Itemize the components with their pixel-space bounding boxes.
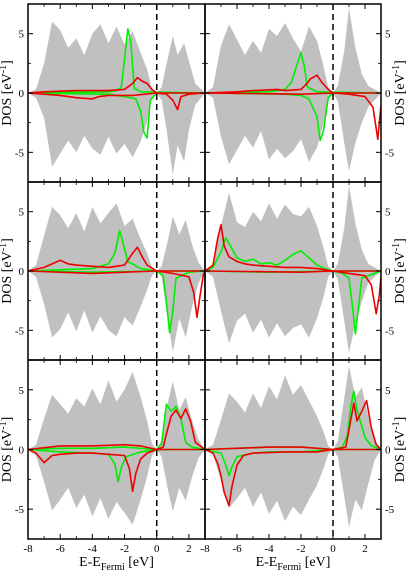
panel-r2-c2: -5 0 5 [204,181,395,361]
panel-r2-c1: -5 0 5 [15,181,206,361]
y-tick-label: -5 [15,147,25,159]
red-dos-up-line [28,246,205,272]
x-tick-label: -2 [120,543,129,555]
total-dos-up-area [205,366,381,450]
y-tick-label: 5 [385,29,391,41]
total-dos-down-area [205,93,381,172]
x-tick-label: -2 [296,543,305,555]
green-dos-up-line [28,229,205,272]
x-axis-label-left: E-EFermi [eV] [79,555,154,573]
y-tick-label: 0 [385,88,391,100]
panel-r1-c2: -5 0 5 [204,3,395,183]
y-tick-label: 0 [385,445,391,457]
x-tick-label: 0 [154,543,160,555]
red-dos-down-line [205,448,381,507]
y-tick-label: 5 [19,29,25,41]
green-dos-up-line [28,28,205,94]
panels-layer: -5 0 5 -5 0 5 -5 0 5 -5 0 5 -5 0 5 -8 -6 -4 -2 0 2 -5 0 5 -8 -6 -4… [15,3,395,555]
green-dos-up-line [205,237,381,272]
y-axis-label: DOS [eV-1] [391,60,408,126]
red-dos-down-line [28,92,205,111]
y-tick-label: 0 [19,266,25,278]
plot-area [28,203,205,352]
red-dos-down-line [28,270,205,319]
green-dos-up-line [28,403,205,451]
x-tick-label: -8 [23,543,33,555]
y-axis-label: DOS [eV-1] [391,238,408,304]
x-tick-label: -6 [56,543,66,555]
total-dos-up-area [205,7,381,94]
y-tick-label: 5 [19,385,25,397]
panel-r3-c2: -5 0 5 -8 -6 -4 -2 0 2 [200,359,395,555]
y-axis-labels: DOS [eV-1] DOS [eV-1] DOS [eV-1] DOS [eV-1]… [0,60,408,482]
plot-area [205,7,381,172]
y-axis-label: DOS [eV-1] [391,417,408,483]
total-dos-up-area [28,203,205,271]
total-dos-down-area [28,449,205,525]
total-dos-up-area [28,371,205,450]
x-tick-label: 2 [362,543,368,555]
panel-r3-c1: -5 0 5 -8 -6 -4 -2 0 2 [15,359,206,555]
x-tick-label: -6 [232,543,242,555]
y-axis-label: DOS [eV-1] [0,60,15,126]
y-axis-label: DOS [eV-1] [0,417,15,483]
red-dos-up-line [205,399,381,451]
y-tick-label: 0 [19,88,25,100]
y-tick-label: 5 [385,207,391,219]
total-dos-up-area [205,185,381,271]
x-tick-label: -8 [200,543,210,555]
red-dos-down-line [28,448,205,493]
red-dos-up-line [28,76,205,94]
red-dos-up-line [205,223,381,272]
total-dos-down-area [28,93,205,175]
x-tick-label: -4 [264,543,274,555]
total-dos-down-area [28,271,205,352]
red-dos-up-line [205,74,381,94]
plot-area [28,21,205,175]
total-dos-down-area [205,449,381,528]
total-dos-up-area [28,21,205,93]
x-tick-label: 2 [186,543,192,555]
panel-r1-c1: -5 0 5 [15,3,206,183]
y-tick-label: 5 [385,385,391,397]
y-tick-label: 5 [19,207,25,219]
y-tick-label: -5 [385,147,395,159]
x-tick-label: -4 [88,543,98,555]
y-tick-label: -5 [15,504,25,516]
red-dos-up-line [28,408,205,451]
plot-area [205,366,381,528]
y-tick-label: 0 [19,445,25,457]
plot-area [28,371,205,525]
total-dos-down-area [205,271,381,353]
red-dos-down-line [205,92,381,141]
green-dos-up-line [205,51,381,94]
x-axis-label-right: E-EFermi [eV] [256,555,331,573]
y-tick-label: -5 [15,325,25,337]
x-tick-label: 0 [330,543,336,555]
y-tick-label: -5 [385,504,395,516]
plot-area [205,185,381,353]
y-tick-label: -5 [385,325,395,337]
y-axis-label: DOS [eV-1] [0,238,15,304]
y-tick-label: 0 [385,266,391,278]
